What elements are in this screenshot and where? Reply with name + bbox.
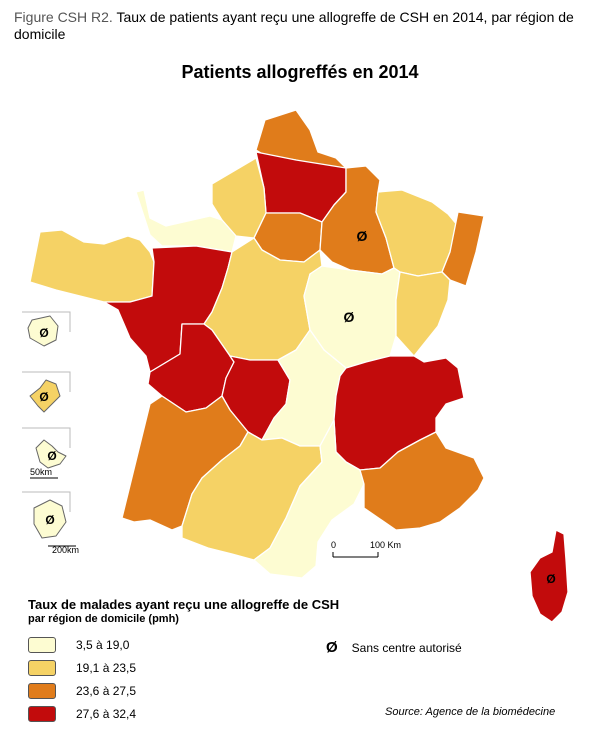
region-alsace bbox=[441, 211, 485, 287]
inset-frame bbox=[22, 371, 71, 392]
region-guadeloupe bbox=[35, 439, 67, 469]
inset-frame bbox=[22, 311, 71, 332]
no-centre-marker-champagne: Ø bbox=[357, 228, 368, 244]
region-basse-normandie bbox=[135, 189, 237, 253]
legend-title: Taux de malades ayant reçu une allogreff… bbox=[28, 597, 340, 612]
scale-km-label: 100 Km bbox=[370, 540, 401, 550]
no-centre-symbol: Ø bbox=[326, 639, 338, 656]
no-centre-marker-corse: Ø bbox=[546, 572, 555, 586]
legend-subtitle: par région de domicile (pmh) bbox=[28, 613, 179, 625]
region-corse bbox=[529, 529, 569, 623]
region-martinique bbox=[29, 379, 61, 413]
region-bretagne bbox=[29, 229, 155, 303]
legend-label: 3,5 à 19,0 bbox=[76, 638, 130, 652]
region-guyane bbox=[33, 499, 67, 539]
region-franche-comte bbox=[395, 271, 451, 357]
inset-frame bbox=[22, 427, 71, 448]
no-centre-legend: Ø Sans centre autorisé bbox=[326, 639, 462, 656]
region-reunion bbox=[27, 315, 59, 347]
legend-label: 19,1 à 23,5 bbox=[76, 661, 137, 675]
no-centre-marker-guadeloupe: Ø bbox=[47, 449, 56, 463]
legend-swatch bbox=[28, 683, 56, 699]
no-centre-label: Sans centre autorisé bbox=[351, 640, 462, 655]
no-centre-marker-martinique: Ø bbox=[39, 390, 48, 404]
region-paca bbox=[359, 431, 485, 531]
legend-swatch bbox=[28, 706, 56, 722]
legend-swatch bbox=[28, 637, 56, 653]
no-centre-marker-reunion: Ø bbox=[39, 326, 48, 340]
no-centre-marker-bourgogne: Ø bbox=[344, 309, 355, 325]
scale-zero-label: 0 bbox=[331, 540, 336, 550]
inset-scale-label-large: 200km bbox=[52, 545, 79, 555]
legend-item: 3,5 à 19,0 bbox=[28, 637, 129, 653]
figure-title: Figure CSH R2. Taux de patients ayant re… bbox=[14, 9, 584, 43]
legend-label: 23,6 à 27,5 bbox=[76, 684, 137, 698]
legend-item: 19,1 à 23,5 bbox=[28, 660, 136, 676]
scale-bar: 0 100 Km bbox=[331, 540, 401, 558]
legend-item: 23,6 à 27,5 bbox=[28, 683, 136, 699]
inset-scale-label-small: 50km bbox=[30, 467, 52, 477]
no-centre-marker-guyane: Ø bbox=[45, 513, 54, 527]
legend-item: 27,6 à 32,4 bbox=[28, 706, 136, 722]
inset-frame bbox=[22, 491, 71, 512]
legend-swatch bbox=[28, 660, 56, 676]
region-languedoc-roussillon bbox=[253, 419, 365, 579]
legend-label: 27,6 à 32,4 bbox=[76, 707, 137, 721]
source-note: Source: Agence de la biomédecine bbox=[385, 706, 556, 718]
map-title: Patients allogreffés en 2014 bbox=[181, 62, 419, 82]
figure-label: Figure CSH R2. bbox=[14, 9, 113, 25]
figure-title-text: Taux de patients ayant reçu une allogref… bbox=[14, 9, 574, 42]
